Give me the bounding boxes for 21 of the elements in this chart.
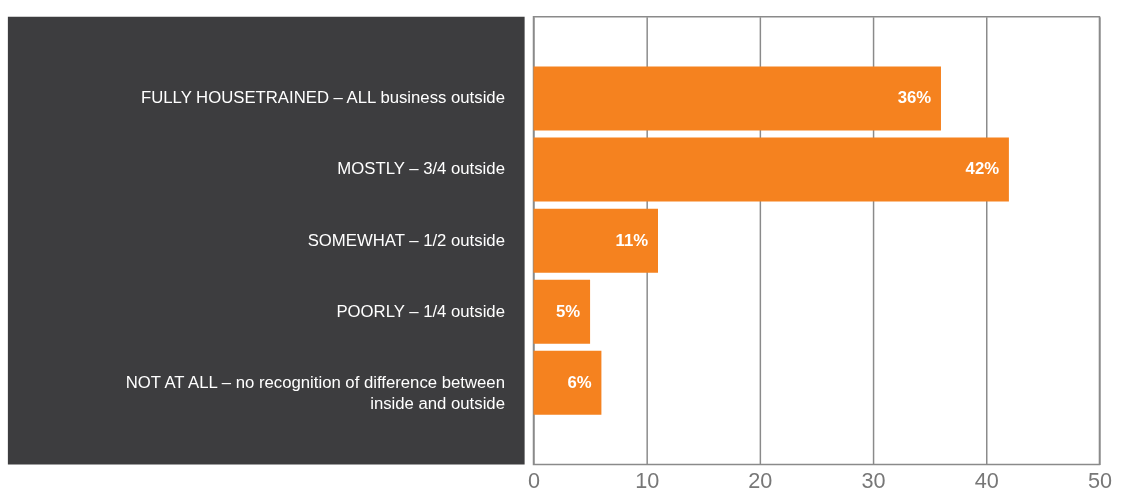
bar — [533, 208, 658, 273]
data-label: 11% — [615, 230, 649, 250]
y-tick-label: FULLY HOUSETRAINED – ALL business outside — [140, 88, 505, 108]
data-label: 5% — [556, 301, 581, 321]
y-tick-label: POORLY – 1/4 outside — [336, 301, 505, 321]
x-tick-label: 30 — [861, 467, 886, 493]
x-tick-label: 0 — [527, 467, 540, 493]
data-label: 6% — [567, 372, 592, 392]
data-label: 42% — [965, 159, 1000, 179]
y-tick-label: NOT AT ALL – no recognition of difference between inside and outside — [125, 372, 505, 414]
bar — [533, 66, 941, 131]
x-tick-label: 20 — [748, 467, 773, 493]
x-tick-label: 40 — [974, 467, 999, 493]
x-tick-label: 10 — [635, 467, 660, 493]
data-label: 36% — [897, 88, 932, 108]
y-tick-label: SOMEWHAT – 1/2 outside — [307, 230, 505, 250]
bar — [533, 279, 591, 344]
bar — [533, 350, 602, 415]
x-tick-label: 50 — [1087, 467, 1112, 493]
y-tick-label: MOSTLY – 3/4 outside — [337, 159, 505, 179]
bar — [533, 137, 1009, 202]
